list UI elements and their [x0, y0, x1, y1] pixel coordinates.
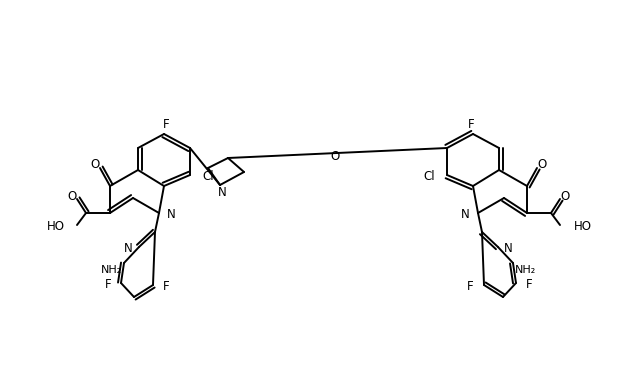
- Text: N: N: [167, 208, 176, 220]
- Text: F: F: [468, 279, 474, 293]
- Text: F: F: [104, 277, 111, 291]
- Text: NH₂: NH₂: [101, 265, 122, 275]
- Text: F: F: [163, 279, 169, 293]
- Text: O: O: [90, 158, 99, 172]
- Text: N: N: [504, 242, 513, 254]
- Text: N: N: [461, 208, 470, 220]
- Text: NH₂: NH₂: [515, 265, 536, 275]
- Text: HO: HO: [574, 220, 592, 232]
- Text: N: N: [218, 186, 226, 200]
- Text: Cl: Cl: [424, 170, 435, 183]
- Text: F: F: [526, 277, 533, 291]
- Text: F: F: [468, 118, 475, 132]
- Text: O: O: [538, 158, 547, 172]
- Text: O: O: [331, 150, 340, 164]
- Text: O: O: [561, 189, 569, 203]
- Text: Cl: Cl: [202, 170, 213, 183]
- Text: N: N: [124, 242, 133, 254]
- Text: F: F: [162, 118, 169, 132]
- Text: O: O: [68, 189, 76, 203]
- Text: HO: HO: [47, 220, 65, 232]
